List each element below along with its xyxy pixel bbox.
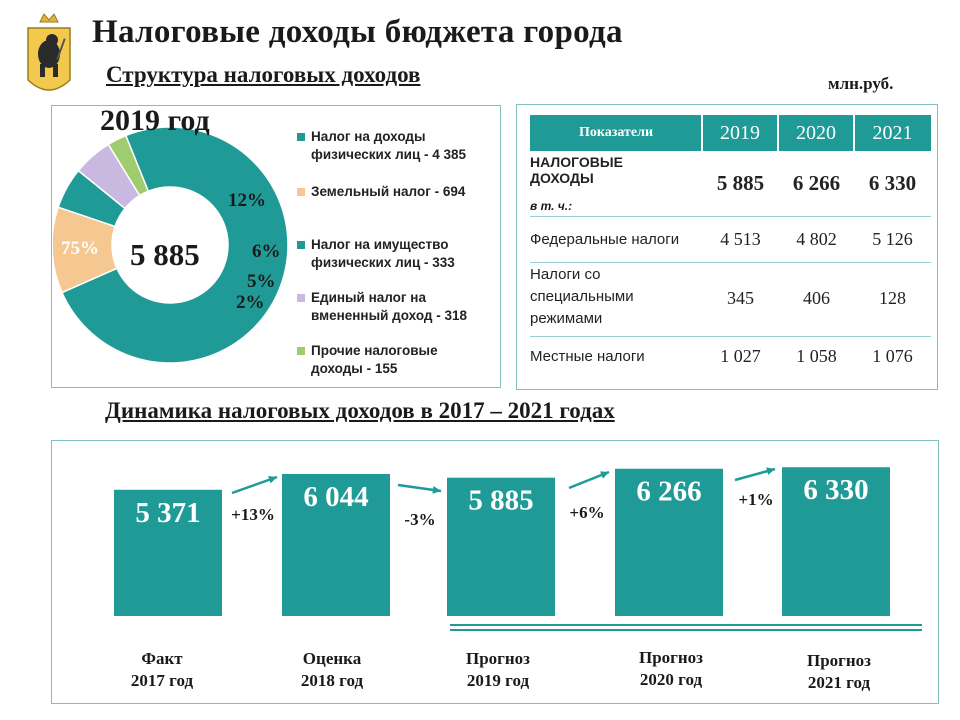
city-coat-of-arms-bear-icon — [27, 13, 71, 91]
legend-swatch — [297, 347, 305, 355]
table-row-label: Местные налоги — [530, 348, 645, 365]
slice-percent-label: 75% — [61, 238, 99, 259]
table-row-label: Федеральные налоги — [530, 231, 680, 248]
forecast-bracket-line — [450, 624, 922, 626]
change-arrow-head — [268, 476, 277, 484]
table-divider — [777, 115, 779, 151]
legend-swatch — [297, 133, 305, 141]
legend-swatch — [297, 188, 305, 196]
bar-category-label: Прогноз 2021 год — [806, 651, 872, 692]
change-arrow-head — [600, 471, 609, 479]
table-cell: 1 076 — [872, 346, 913, 366]
change-percent-label: +1% — [738, 490, 773, 509]
table-row-note: в т. ч.: — [530, 199, 573, 213]
table-divider — [530, 336, 931, 337]
donut-chart-panel — [51, 105, 501, 388]
table-cell: 5 126 — [872, 229, 913, 249]
slice-percent-label: 5% — [247, 271, 276, 292]
bar — [782, 467, 890, 616]
change-percent-label: +6% — [569, 503, 604, 522]
slice-percent-label: 2% — [236, 292, 265, 313]
donut-chart — [53, 126, 289, 364]
bar-value-label: 5 371 — [135, 497, 200, 529]
table-header-cell: 2021 — [872, 122, 913, 144]
bar-chart-panel — [51, 440, 939, 704]
table-header — [530, 115, 931, 151]
structure-section-title: Структура налоговых доходов — [106, 62, 421, 87]
bar-value-label: 5 885 — [468, 485, 533, 517]
table-cell: 5 885 — [716, 171, 765, 195]
donut-chart-title: 2019 год — [100, 104, 210, 137]
bar-category-label: Прогноз 2020 год — [638, 648, 704, 689]
bar-value-label: 6 044 — [303, 481, 368, 513]
legend-swatch — [297, 294, 305, 302]
table-cell: 406 — [803, 288, 830, 308]
table-cell: 1 027 — [720, 346, 761, 366]
bar — [447, 477, 555, 616]
table-cell: 128 — [879, 288, 906, 308]
change-percent-label: -3% — [404, 510, 435, 529]
table-cell: 4 513 — [720, 229, 761, 249]
change-percent-label: +13% — [231, 505, 275, 524]
table-cell: 1 058 — [796, 346, 837, 366]
table-cell: 4 802 — [796, 229, 837, 249]
bar-value-label: 6 266 — [636, 476, 701, 508]
legend-swatch — [297, 241, 305, 249]
table-cell: 6 266 — [792, 171, 841, 195]
bar — [615, 468, 723, 616]
table-header-cell: 2019 — [720, 122, 760, 144]
donut-slice — [107, 134, 150, 197]
table-row-label: Налоги со специальными режимами — [530, 266, 634, 327]
table-divider — [701, 115, 703, 151]
bar — [282, 473, 390, 616]
table-cell: 6 330 — [868, 171, 917, 195]
table-divider — [853, 115, 855, 151]
bar-category-label: Факт 2017 год — [130, 649, 194, 690]
slice-percent-label: 12% — [228, 190, 266, 211]
table-row-label: НАЛОГОВЫЕ ДОХОДЫ — [530, 154, 623, 186]
table-cell: 345 — [727, 288, 754, 308]
forecast-bracket-line — [450, 629, 922, 631]
donut-slice — [61, 126, 289, 364]
slice-percent-label: 6% — [252, 241, 281, 262]
tax-table-panel — [516, 104, 938, 390]
table-divider — [530, 262, 931, 263]
bar-category-label: Прогноз 2019 год — [465, 649, 531, 690]
table-header-cell: 2020 — [796, 122, 836, 144]
donut-center-total: 5 885 — [130, 237, 200, 272]
bar-category-label: Оценка 2018 год — [300, 649, 364, 690]
bar — [114, 489, 222, 616]
change-arrow-head — [432, 486, 441, 494]
dynamics-section-title: Динамика налоговых доходов в 2017 – 2021… — [105, 398, 615, 423]
page-title: Налоговые доходы бюджета города — [92, 14, 623, 50]
table-divider — [530, 216, 931, 217]
table-header-cell: Показатели — [578, 125, 654, 140]
bar-value-label: 6 330 — [803, 474, 868, 506]
change-arrow-head — [766, 467, 775, 475]
units-label: млн.руб. — [828, 74, 894, 93]
